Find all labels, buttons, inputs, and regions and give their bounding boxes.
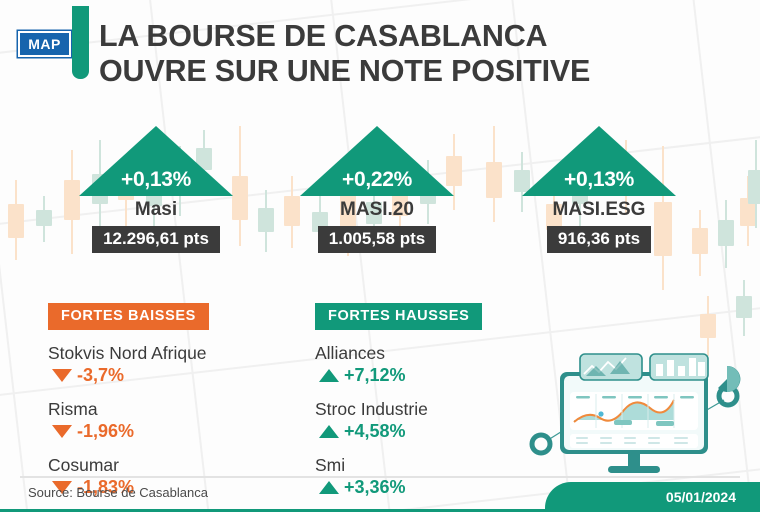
index-card-masiesg: +0,13% MASI.ESG 916,36 pts xyxy=(490,126,708,253)
gainer-change: +7,12% xyxy=(344,365,406,385)
loser-change: -1,83% xyxy=(77,477,135,497)
up-arrow-icon: +0,22% xyxy=(300,126,454,196)
index-cards: +0,13% Masi 12.296,61 pts +0,22% MASI.20… xyxy=(0,126,760,256)
loser-item: Cosumar -1,83% xyxy=(48,455,209,498)
arrow-down-icon xyxy=(52,425,72,438)
up-arrow-icon: +0,13% xyxy=(522,126,676,196)
index-name: MASI.ESG xyxy=(552,199,646,220)
gainer-item: Smi +3,36% xyxy=(315,455,482,498)
source-label: Source: Bourse de Casablanca xyxy=(28,485,208,500)
index-change-value: +0,22% xyxy=(341,168,412,191)
index-change-value: +0,13% xyxy=(563,168,634,191)
gainer-name: Stroc Industrie xyxy=(315,399,428,419)
header-accent-bar xyxy=(72,6,89,79)
gainer-item: Alliances +7,12% xyxy=(315,343,482,386)
loser-name: Stokvis Nord Afrique xyxy=(48,343,207,363)
index-points-badge: 1.005,58 pts xyxy=(317,226,437,253)
map-logo: MAP xyxy=(18,31,71,57)
footer-divider xyxy=(20,476,740,478)
gainer-name: Smi xyxy=(315,455,346,475)
gainer-name: Alliances xyxy=(315,343,386,363)
gainers-column: FORTES HAUSSES Alliances +7,12% Stroc In… xyxy=(315,303,483,498)
date-value: 05/01/2024 xyxy=(665,489,736,505)
arrow-up-icon xyxy=(319,481,339,494)
index-points-badge: 12.296,61 pts xyxy=(92,226,220,253)
header: MAP LA BOURSE DE CASABLANCA OUVRE SUR UN… xyxy=(0,0,760,96)
index-points-badge: 916,36 pts xyxy=(546,226,652,253)
index-change-value: +0,13% xyxy=(120,168,191,191)
footer: Source: Bourse de Casablanca 05/01/2024 xyxy=(0,476,760,512)
gainer-item: Stroc Industrie +4,58% xyxy=(315,399,482,442)
loser-name: Cosumar xyxy=(48,455,119,475)
arrow-up-icon xyxy=(319,369,339,382)
up-arrow-icon: +0,13% xyxy=(79,126,233,196)
loser-name: Risma xyxy=(48,399,98,419)
index-name: Masi xyxy=(134,199,178,220)
dashboard-illustration xyxy=(528,352,760,484)
index-card-masi20: +0,22% MASI.20 1.005,58 pts xyxy=(268,126,486,253)
arrow-down-icon xyxy=(52,481,72,494)
losers-title: FORTES BAISSES xyxy=(48,303,209,330)
loser-change: -1,96% xyxy=(77,421,135,441)
page-title-line-2: OUVRE SUR UNE NOTE POSITIVE xyxy=(99,54,591,88)
date-banner: 05/01/2024 xyxy=(545,482,760,512)
page-title-line-1: LA BOURSE DE CASABLANCA xyxy=(99,19,548,53)
loser-item: Stokvis Nord Afrique -3,7% xyxy=(48,343,209,386)
page-title: LA BOURSE DE CASABLANCA OUVRE SUR UNE NO… xyxy=(99,19,749,89)
index-card-masi: +0,13% Masi 12.296,61 pts xyxy=(47,126,265,253)
losers-column: FORTES BAISSES Stokvis Nord Afrique -3,7… xyxy=(48,303,209,498)
gainer-change: +3,36% xyxy=(344,477,406,497)
footer-accent-line xyxy=(0,509,760,512)
arrow-down-icon xyxy=(52,369,72,382)
gainers-title: FORTES HAUSSES xyxy=(315,303,483,330)
map-logo-text: MAP xyxy=(28,36,61,52)
arrow-up-icon xyxy=(319,425,339,438)
index-name: MASI.20 xyxy=(340,199,414,220)
loser-change: -3,7% xyxy=(77,365,125,385)
loser-item: Risma -1,96% xyxy=(48,399,209,442)
gainer-change: +4,58% xyxy=(344,421,406,441)
